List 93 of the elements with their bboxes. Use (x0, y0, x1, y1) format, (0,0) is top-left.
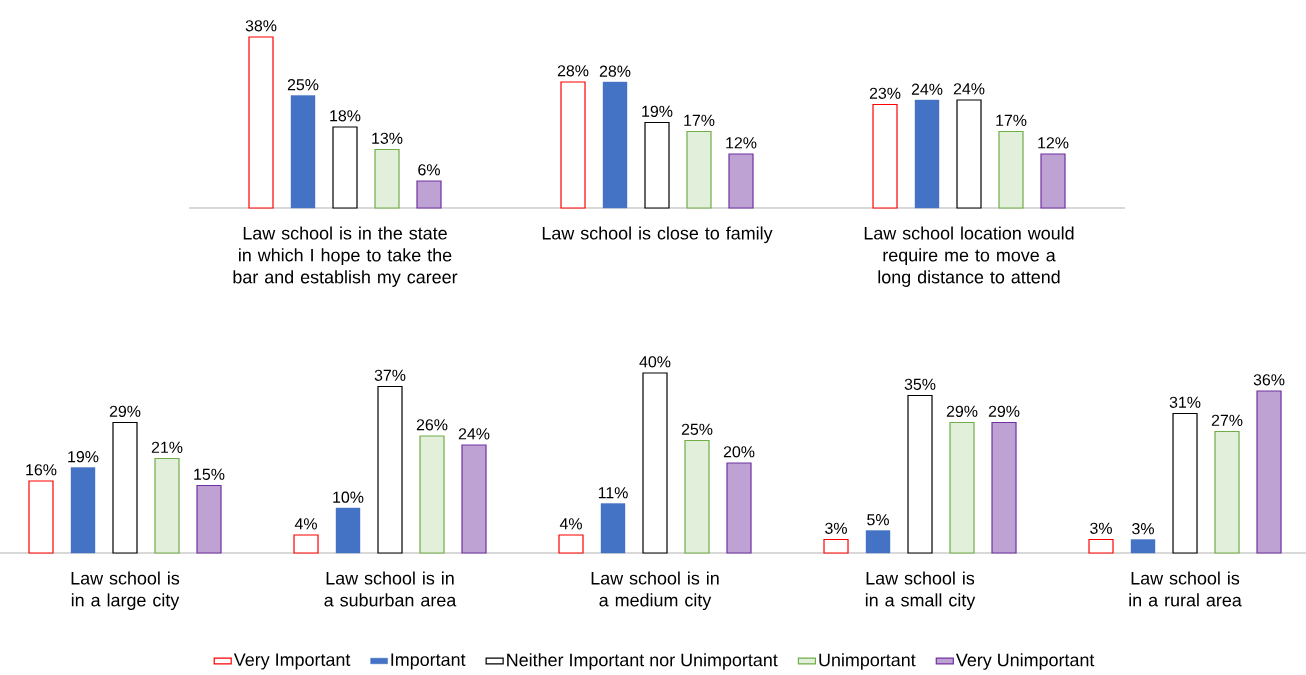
data-label: 31% (1169, 396, 1201, 408)
legend-label: Very Unimportant (955, 653, 1095, 670)
x-tick-label: Law school is in a suburban area (324, 571, 457, 607)
bar (377, 385, 403, 554)
data-label: 3% (1090, 522, 1112, 534)
data-label: 3% (1132, 523, 1154, 535)
data-label: 15% (194, 468, 225, 480)
bar (28, 480, 54, 554)
bar (461, 444, 487, 554)
data-label: 29% (988, 405, 1020, 417)
data-label: 25% (681, 423, 713, 435)
data-label: 24% (911, 83, 943, 95)
bar (70, 467, 96, 554)
x-tick-label: Law school location would require me to move a long distance to attend (864, 226, 1074, 287)
data-label: 29% (109, 405, 141, 417)
data-label: 17% (996, 114, 1027, 126)
data-label: 23% (869, 87, 901, 99)
bar (1256, 390, 1282, 554)
bar (600, 503, 626, 554)
legend-label: Very Important (233, 653, 351, 670)
data-label: 5% (867, 514, 889, 526)
x-tick-label: Law school is close to family (542, 226, 773, 244)
bar (728, 153, 754, 209)
data-label: 11% (598, 487, 628, 499)
data-label: 16% (26, 464, 57, 476)
bar (949, 421, 975, 554)
bar (1040, 153, 1066, 209)
bar (991, 421, 1017, 554)
bar (248, 36, 274, 209)
data-label: 4% (294, 518, 317, 530)
legend-label: Unimportant (819, 653, 916, 670)
x-tick-label: Law school is in a medium city (591, 571, 719, 611)
bar (1088, 538, 1114, 554)
x-tick-label: Law school is in a small city (865, 571, 976, 611)
bar (914, 99, 940, 209)
bar (112, 421, 138, 554)
data-label: 26% (416, 419, 448, 431)
data-label: 3% (825, 522, 847, 534)
x-tick-label: Law school is in the state in which I hope to take the bar and establish my career (233, 226, 458, 287)
data-label: 13% (372, 132, 403, 144)
data-label: 25% (287, 79, 319, 91)
bar (332, 126, 358, 209)
bar (823, 538, 849, 554)
data-label: 38% (245, 20, 277, 32)
data-label: 19% (642, 105, 673, 117)
data-label: 12% (726, 137, 757, 149)
bar (290, 95, 316, 209)
bar (154, 457, 180, 554)
bar (642, 372, 668, 554)
bar (865, 530, 891, 554)
data-label: 24% (458, 428, 490, 440)
x-tick-label: Law school is in a large city (71, 571, 180, 611)
bar (1172, 412, 1198, 554)
bar (956, 99, 982, 209)
bar (560, 81, 586, 209)
legend-label: Important (391, 653, 466, 670)
data-label: 40% (639, 356, 671, 368)
data-label: 28% (599, 65, 631, 77)
data-label: 4% (559, 518, 582, 530)
x-tick-label: Law school is in a rural area (1129, 571, 1242, 607)
data-label: 24% (953, 83, 985, 95)
bar (196, 484, 222, 554)
data-label: 29% (946, 405, 978, 417)
bar (1130, 539, 1156, 554)
bar (335, 507, 361, 554)
data-label: 21% (151, 441, 183, 453)
data-label: 17% (684, 114, 715, 126)
bar (644, 121, 670, 209)
bar (998, 130, 1024, 209)
data-label: 19% (68, 451, 99, 463)
bar (872, 103, 898, 209)
bar (726, 462, 752, 554)
bar (558, 534, 584, 554)
bar (416, 180, 442, 209)
legend-label: Neither Important nor Unimportant (507, 653, 778, 670)
bar (374, 148, 400, 209)
bar (602, 81, 628, 209)
data-label: 18% (330, 110, 361, 122)
data-label: 12% (1038, 137, 1069, 149)
data-label: 37% (374, 369, 406, 381)
bar (419, 435, 445, 554)
data-label: 35% (904, 378, 936, 390)
data-label: 27% (1211, 414, 1243, 426)
bar (686, 130, 712, 209)
data-label: 36% (1253, 374, 1285, 386)
bar (293, 534, 319, 554)
data-label: 10% (333, 491, 364, 503)
bar (1214, 430, 1240, 554)
data-label: 20% (723, 446, 755, 458)
bar (684, 439, 710, 554)
data-label: 6% (418, 164, 440, 176)
data-label: 28% (557, 65, 589, 77)
bar (907, 394, 933, 554)
